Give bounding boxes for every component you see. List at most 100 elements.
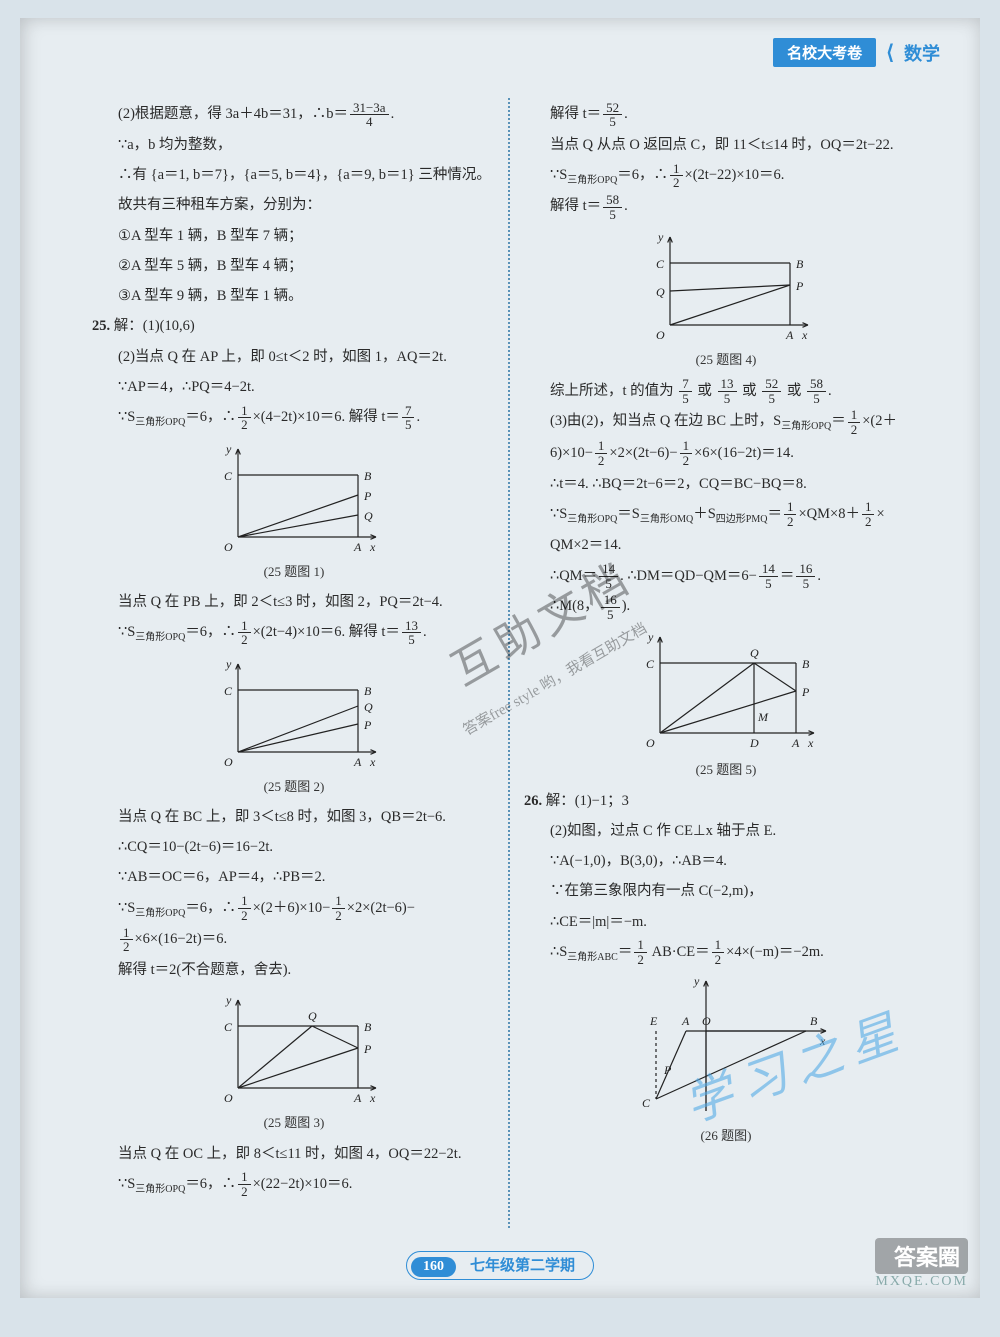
svg-text:O: O xyxy=(702,1014,711,1028)
content-columns: (2)根据题意，得 3a＋4b＝31，∴b＝31−3a4.∵a，b 均为整数，∴… xyxy=(80,98,940,1228)
text-line: ∴t＝4. ∴BQ＝2t−6＝2，CQ＝BC−BQ＝8. xyxy=(524,470,928,498)
svg-text:Q: Q xyxy=(750,646,759,660)
svg-text:x: x xyxy=(369,1091,376,1105)
text-line: 解得 t＝525. xyxy=(524,100,928,129)
text-line: 当点 Q 在 PB 上，即 2＜t≤3 时，如图 2，PQ＝2t−4. xyxy=(92,588,496,616)
source-logo: 答案圈 MXQE.COM xyxy=(875,1238,968,1290)
diagram-caption: (25 题图 4) xyxy=(524,347,928,372)
text-line: (2)根据题意，得 3a＋4b＝31，∴b＝31−3a4. xyxy=(92,100,496,129)
text-line: ∵AP＝4，∴PQ＝4−2t. xyxy=(92,373,496,401)
text-line: 6)×10−12×2×(2t−6)−12×6×(16−2t)＝14. xyxy=(524,439,928,468)
svg-text:A: A xyxy=(785,328,794,342)
svg-text:C: C xyxy=(224,469,233,483)
page: 名校大考卷 ⟨ 数学 (2)根据题意，得 3a＋4b＝31，∴b＝31−3a4.… xyxy=(20,18,980,1298)
text-line: (2)如图，过点 C 作 CE⊥x 轴于点 E. xyxy=(524,817,928,845)
svg-text:A: A xyxy=(353,1091,362,1105)
svg-text:O: O xyxy=(656,328,665,342)
logo-text-b: MXQE.COM xyxy=(875,1274,968,1290)
chevron-icon: ⟨ xyxy=(886,40,894,65)
footer-page-number: 160 xyxy=(411,1257,456,1277)
diagram-d1: x yC BPQ A O xyxy=(204,437,384,557)
text-line: 解得 t＝2(不合题意，舍去). xyxy=(92,956,496,984)
text-line: ∵a，b 均为整数， xyxy=(92,131,496,159)
text-line: ∵S三角形OPQ＝6，∴12×(2t−22)×10＝6. xyxy=(524,161,928,190)
text-line: ∵S三角形OPQ＝6，∴12×(2t−4)×10＝6. 解得 t＝135. xyxy=(92,618,496,647)
svg-text:M: M xyxy=(757,710,769,724)
svg-text:x: x xyxy=(369,755,376,769)
text-line: ∵AB＝OC＝6，AP＝4，∴PB＝2. xyxy=(92,863,496,891)
text-line: ∴QM＝145. ∴DM＝QD−QM＝6−145＝165. xyxy=(524,562,928,591)
svg-text:C: C xyxy=(656,257,665,271)
svg-text:B: B xyxy=(364,469,372,483)
svg-text:y: y xyxy=(225,442,232,456)
svg-text:D: D xyxy=(749,736,759,750)
page-footer: 160 七年级第二学期 xyxy=(20,1251,980,1280)
svg-text:B: B xyxy=(364,684,372,698)
svg-text:P: P xyxy=(363,489,372,503)
svg-text:C: C xyxy=(224,1020,233,1034)
svg-text:C: C xyxy=(646,657,655,671)
svg-text:x: x xyxy=(807,736,814,750)
svg-text:Q: Q xyxy=(656,285,665,299)
svg-text:P: P xyxy=(363,718,372,732)
svg-text:Q: Q xyxy=(364,509,373,523)
svg-text:O: O xyxy=(224,755,233,769)
svg-text:A: A xyxy=(353,755,362,769)
svg-text:Q: Q xyxy=(364,700,373,714)
footer-label: 七年级第二学期 xyxy=(460,1254,589,1275)
svg-text:O: O xyxy=(224,540,233,554)
text-line: ∴S三角形ABC＝12 AB·CE＝12×4×(−m)＝−2m. xyxy=(524,938,928,967)
svg-text:P: P xyxy=(663,1063,672,1077)
text-line: (3)由(2)，知当点 Q 在边 BC 上时，S三角形OPQ＝12×(2＋ xyxy=(524,407,928,436)
svg-text:A: A xyxy=(353,540,362,554)
text-line: ∵S三角形OPQ＝6，∴12×(4−2t)×10＝6. 解得 t＝75. xyxy=(92,403,496,432)
text-line: 综上所述，t 的值为 75 或 135 或 525 或 585. xyxy=(524,377,928,406)
svg-text:y: y xyxy=(657,230,664,244)
svg-text:C: C xyxy=(224,684,233,698)
diagram-caption: (25 题图 1) xyxy=(92,559,496,584)
svg-text:B: B xyxy=(810,1014,818,1028)
text-line: ③A 型车 9 辆，B 型车 1 辆。 xyxy=(92,282,496,310)
text-line: 12×6×(16−2t)＝6. xyxy=(92,925,496,954)
diagram-caption: (25 题图 2) xyxy=(92,774,496,799)
right-column: 解得 t＝525.当点 Q 从点 O 返回点 C，即 11＜t≤14 时，OQ＝… xyxy=(512,98,940,1228)
svg-text:y: y xyxy=(693,974,700,988)
text-line: ∴有 {a＝1, b＝7}，{a＝5, b＝4}，{a＝9, b＝1} 三种情况… xyxy=(92,161,496,189)
svg-text:E: E xyxy=(649,1014,658,1028)
diagram-caption: (26 题图) xyxy=(524,1123,928,1148)
text-line: 当点 Q 从点 O 返回点 C，即 11＜t≤14 时，OQ＝2t−22. xyxy=(524,131,928,159)
text-line: QM×2＝14. xyxy=(524,531,928,559)
diagram-caption: (25 题图 5) xyxy=(524,757,928,782)
diagram-d4: xyCBPQAO xyxy=(636,225,816,345)
text-line: ∴CE＝|m|＝−m. xyxy=(524,908,928,936)
svg-text:Q: Q xyxy=(308,1009,317,1023)
diagram-caption: (25 题图 3) xyxy=(92,1110,496,1135)
footer-pill: 160 七年级第二学期 xyxy=(406,1251,594,1280)
svg-text:y: y xyxy=(225,657,232,671)
svg-text:P: P xyxy=(363,1042,372,1056)
text-line: ∵S三角形OPQ＝6，∴12×(22−2t)×10＝6. xyxy=(92,1170,496,1199)
diagram-d6: xyEAOBPC xyxy=(616,971,836,1121)
page-header: 名校大考卷 ⟨ 数学 xyxy=(773,38,940,67)
svg-text:O: O xyxy=(224,1091,233,1105)
diagram-d5: xyCQBPMDAO xyxy=(626,625,826,755)
diagram-d2: x yC BQP A O xyxy=(204,652,384,772)
text-line: 当点 Q 在 OC 上，即 8＜t≤11 时，如图 4，OQ＝22−2t. xyxy=(92,1140,496,1168)
text-line: ∵在第三象限内有一点 C(−2,m)， xyxy=(524,877,928,905)
svg-text:B: B xyxy=(364,1020,372,1034)
text-line: 26. 解：(1)−1；3 xyxy=(524,787,928,815)
text-line: 25. 解：(1)(10,6) xyxy=(92,312,496,340)
text-line: 故共有三种租车方案，分别为： xyxy=(92,191,496,219)
diagram-d3: xyCQBPAO xyxy=(204,988,384,1108)
text-line: 解得 t＝585. xyxy=(524,192,928,221)
header-subject: 数学 xyxy=(904,40,940,66)
svg-text:C: C xyxy=(642,1096,651,1110)
text-line: ∴M(8，165). xyxy=(524,592,928,621)
svg-text:x: x xyxy=(819,1034,826,1048)
svg-text:P: P xyxy=(801,685,810,699)
text-line: ②A 型车 5 辆，B 型车 4 辆； xyxy=(92,252,496,280)
text-line: ∴CQ＝10−(2t−6)＝16−2t. xyxy=(92,833,496,861)
header-badge: 名校大考卷 xyxy=(773,38,876,67)
svg-text:y: y xyxy=(647,630,654,644)
svg-text:x: x xyxy=(369,540,376,554)
